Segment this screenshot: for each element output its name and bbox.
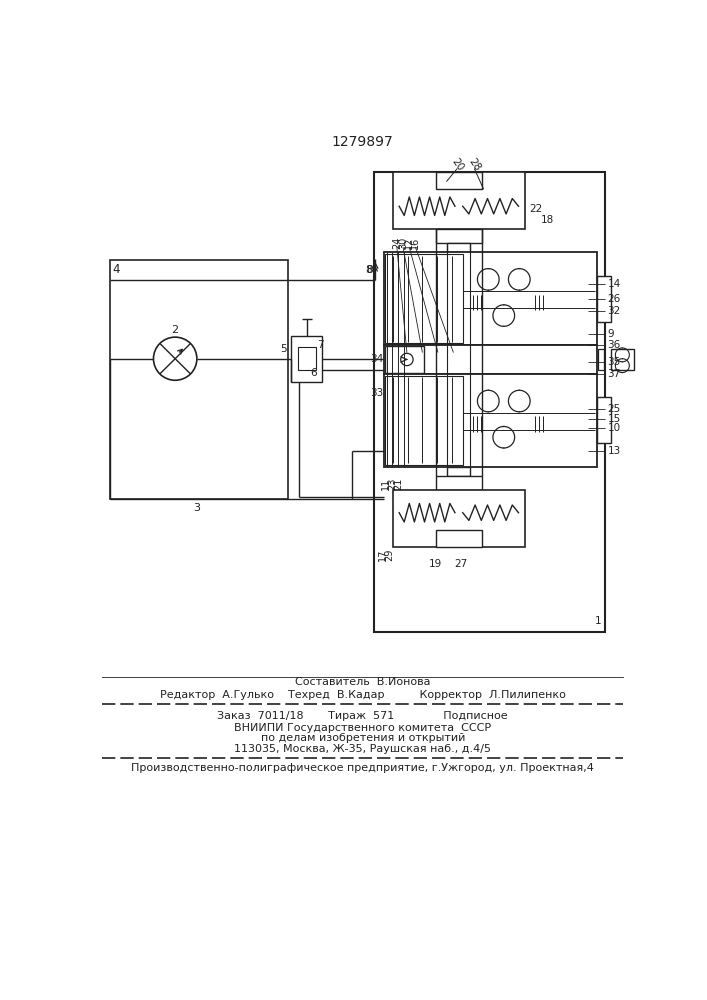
Text: 1279897: 1279897 bbox=[332, 135, 394, 149]
Text: Заказ  7011/18       Тираж  571              Подписное: Заказ 7011/18 Тираж 571 Подписное bbox=[218, 711, 508, 721]
Bar bbox=[384, 252, 597, 345]
Bar bbox=[110, 260, 288, 499]
Text: 24: 24 bbox=[392, 237, 402, 249]
Bar bbox=[597, 397, 611, 443]
Text: Производственно-полиграфическое предприятие, г.Ужгород, ул. Проектная,4: Производственно-полиграфическое предприя… bbox=[132, 763, 594, 773]
Text: 2: 2 bbox=[172, 325, 179, 335]
Text: 18: 18 bbox=[541, 215, 554, 225]
Text: 4: 4 bbox=[112, 263, 120, 276]
Text: 16: 16 bbox=[411, 237, 421, 249]
Bar bbox=[597, 349, 604, 370]
Text: 23: 23 bbox=[387, 477, 397, 490]
Bar bbox=[597, 276, 611, 322]
Text: 1: 1 bbox=[595, 616, 602, 626]
Bar bbox=[393, 490, 525, 547]
Text: 9: 9 bbox=[607, 329, 614, 339]
Text: 8: 8 bbox=[366, 265, 373, 275]
Bar bbox=[436, 530, 482, 547]
Text: 26: 26 bbox=[607, 294, 621, 304]
Text: по делам изобретения и открытий: по делам изобретения и открытий bbox=[261, 733, 465, 743]
Bar bbox=[385, 254, 462, 343]
Bar bbox=[448, 243, 470, 252]
Text: 33: 33 bbox=[370, 388, 383, 398]
Text: 6: 6 bbox=[310, 368, 317, 378]
Text: 29: 29 bbox=[384, 549, 394, 561]
Text: 32: 32 bbox=[607, 306, 621, 316]
Text: 113035, Москва, Ж-35, Раушская наб., д.4/5: 113035, Москва, Ж-35, Раушская наб., д.4… bbox=[234, 744, 491, 754]
Bar bbox=[611, 349, 634, 370]
Bar bbox=[436, 476, 482, 490]
Text: 28: 28 bbox=[467, 156, 482, 173]
Text: 30: 30 bbox=[398, 237, 408, 249]
Text: ВНИИПИ Государственного комитета  СССР: ВНИИПИ Государственного комитета СССР bbox=[234, 723, 491, 733]
Text: 11: 11 bbox=[381, 477, 391, 490]
Text: 20: 20 bbox=[450, 156, 465, 173]
Text: 37: 37 bbox=[607, 369, 621, 379]
Text: 14: 14 bbox=[607, 279, 621, 289]
Bar bbox=[436, 229, 482, 243]
Text: 25: 25 bbox=[607, 404, 621, 414]
Text: 12: 12 bbox=[404, 237, 414, 249]
Text: 5: 5 bbox=[281, 344, 287, 354]
Bar bbox=[384, 374, 597, 466]
Bar bbox=[393, 172, 525, 229]
Text: 15: 15 bbox=[607, 414, 621, 424]
Bar bbox=[384, 345, 597, 374]
Text: 10: 10 bbox=[607, 423, 621, 433]
Text: Редактор  А.Гулько    Техред  В.Кадар          Корректор  Л.Пилипенко: Редактор А.Гулько Техред В.Кадар Коррект… bbox=[160, 690, 566, 700]
Bar bbox=[385, 346, 424, 373]
Text: 17: 17 bbox=[378, 549, 388, 561]
Bar bbox=[291, 336, 322, 382]
Text: 27: 27 bbox=[454, 559, 467, 569]
Text: 3: 3 bbox=[194, 503, 200, 513]
Text: 8: 8 bbox=[366, 265, 373, 275]
Text: 21: 21 bbox=[393, 477, 404, 490]
Bar bbox=[373, 172, 604, 632]
Bar bbox=[298, 347, 316, 370]
Text: 13: 13 bbox=[607, 446, 621, 456]
Text: 36: 36 bbox=[607, 340, 621, 350]
Bar bbox=[448, 466, 470, 476]
Text: 35: 35 bbox=[607, 357, 621, 367]
Text: 22: 22 bbox=[530, 204, 543, 214]
Bar bbox=[436, 172, 482, 189]
Bar bbox=[385, 376, 462, 465]
Text: 7: 7 bbox=[317, 340, 325, 350]
Text: 19: 19 bbox=[429, 559, 442, 569]
Text: Составитель  В.Ионова: Составитель В.Ионова bbox=[295, 677, 431, 687]
Text: 34: 34 bbox=[370, 354, 383, 364]
